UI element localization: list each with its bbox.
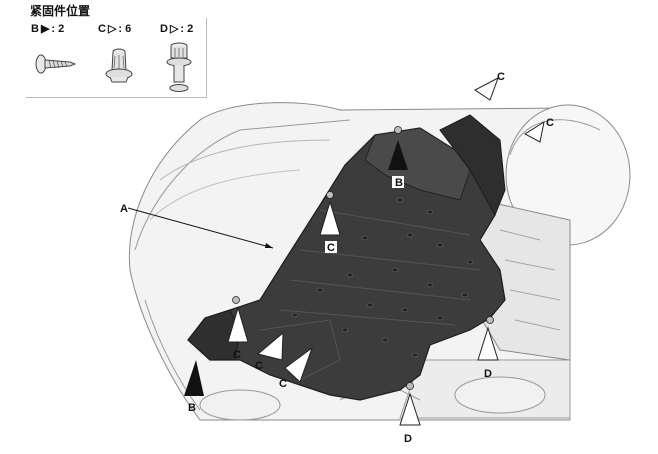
undercover-panel xyxy=(187,114,506,401)
callout-d1-arrow xyxy=(477,326,499,361)
legend-sep: : xyxy=(51,23,56,35)
callout-b1-label: B xyxy=(395,177,403,189)
legend-count: 2 xyxy=(58,23,65,35)
callout-b1-box xyxy=(392,176,404,188)
legend-item-d: D ▷: 2 xyxy=(160,22,193,35)
callout-c2-arrow xyxy=(227,306,249,343)
callout-c6-arrow xyxy=(524,120,545,143)
callout-c4-arrow xyxy=(284,346,314,383)
filled-arrow-icon: ▶ xyxy=(40,23,50,35)
legend-sep: : xyxy=(118,23,123,35)
callout-c1-label: C xyxy=(327,242,335,254)
fastener-legend: B ▶: 2 C ▷: 6 D ▷: 2 xyxy=(26,18,207,98)
callout-c5-arrow xyxy=(474,76,499,101)
callout-c1-box xyxy=(325,241,337,253)
callout-c3-arrow xyxy=(256,331,284,361)
callout-c1-arrow xyxy=(319,200,341,236)
callout-b2-arrow xyxy=(184,360,204,396)
callout-b2-label: B xyxy=(188,402,196,414)
legend-letter: C xyxy=(98,23,106,35)
open-arrow-icon: ▷ xyxy=(169,23,179,35)
callout-c2-label: C xyxy=(233,349,241,361)
page-title: 紧固件位置 xyxy=(30,4,91,18)
callout-d2-arrow xyxy=(399,392,421,426)
callout-c4-label: C xyxy=(279,378,287,390)
callout-d1-label: D xyxy=(484,368,492,380)
legend-count: 6 xyxy=(125,23,132,35)
legend-letter: D xyxy=(160,23,168,35)
callout-c6-label: C xyxy=(546,117,554,129)
legend-count: 2 xyxy=(187,23,194,35)
legend-letter: B xyxy=(31,23,39,35)
callout-d2-label: D xyxy=(404,433,412,445)
clip-icon xyxy=(105,48,133,83)
callout-b1-arrow xyxy=(388,140,408,170)
callout-c3-label: C xyxy=(255,360,263,372)
callout-c5-label: C xyxy=(497,71,505,83)
legend-item-b: B ▶: 2 xyxy=(31,22,64,35)
callout-a-label: A xyxy=(120,203,128,215)
screw-icon xyxy=(35,54,76,74)
push-pin-clip-icon xyxy=(166,42,192,92)
open-arrow-icon: ▷ xyxy=(107,23,117,35)
callout-a-arrowhead xyxy=(265,243,273,248)
legend-sep: : xyxy=(180,23,185,35)
legend-item-c: C ▷: 6 xyxy=(98,22,131,35)
callout-a-leader xyxy=(127,207,274,249)
